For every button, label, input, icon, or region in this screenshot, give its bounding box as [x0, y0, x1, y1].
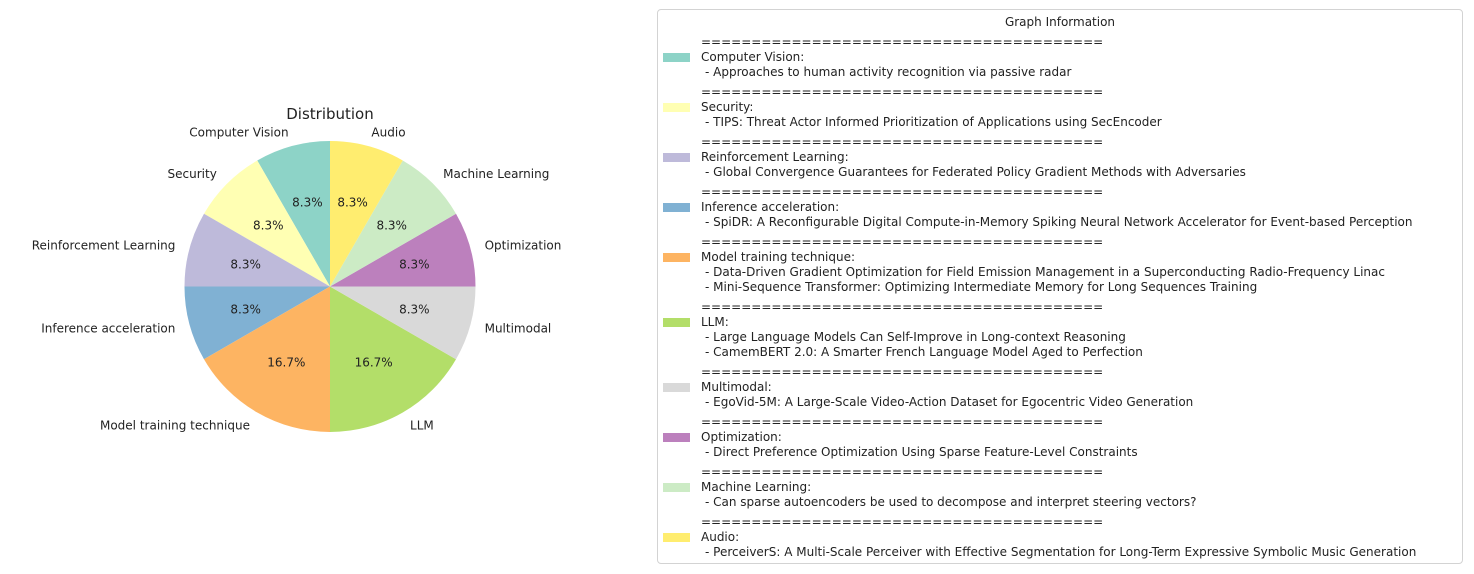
legend-paper-title: - PerceiverS: A Multi-Scale Perceiver wi… — [705, 545, 1417, 559]
slice-category-label: LLM — [410, 419, 434, 433]
legend-paper-title: - Direct Preference Optimization Using S… — [705, 445, 1138, 459]
pie-slice — [184, 213, 330, 287]
legend-swatch — [663, 318, 690, 327]
legend-separator: ======================================== — [701, 365, 1104, 379]
slice-percent-label: 16.7% — [355, 356, 393, 370]
slice-category-label: Machine Learning — [443, 167, 549, 181]
pie-percent-labels: 8.3% 8.3% 8.3% 8.3% 16.7% 16.7% 8.3% 8.3% 8.3% 8.… — [230, 196, 429, 370]
legend-swatch — [663, 53, 690, 62]
pie-slice — [257, 141, 330, 287]
legend-separator: ======================================== — [701, 85, 1104, 99]
slice-category-label: Model training technique — [100, 419, 250, 433]
slice-category-label: Inference acceleration — [41, 321, 175, 335]
legend-category: Multimodal: — [701, 380, 772, 394]
legend-category: Reinforcement Learning: — [701, 150, 849, 164]
legend: Graph Information ======================… — [657, 9, 1463, 564]
pie-slice — [330, 286, 476, 360]
legend-category: LLM: — [701, 315, 729, 329]
slice-percent-label: 8.3% — [399, 257, 430, 271]
legend-paper-title: - Can sparse autoencoders be used to dec… — [705, 495, 1197, 509]
slice-category-label: Security — [168, 167, 217, 181]
pie-category-labels: Computer Vision Security Reinforcement Lea… — [32, 125, 562, 432]
slice-category-label: Audio — [371, 125, 405, 139]
legend-category: Model training technique: — [701, 250, 856, 264]
legend-swatch — [663, 203, 690, 212]
pie-slice — [203, 286, 330, 432]
slice-percent-label: 16.7% — [267, 356, 305, 370]
slice-percent-label: 8.3% — [253, 218, 284, 232]
legend-paper-title: - Approaches to human activity recogniti… — [705, 65, 1072, 79]
slice-category-label: Computer Vision — [189, 125, 288, 139]
legend-separator: ======================================== — [701, 465, 1104, 479]
legend-swatch — [663, 383, 690, 392]
legend-paper-title: - SpiDR: A Reconfigurable Digital Comput… — [705, 215, 1413, 229]
pie-slice — [330, 141, 403, 287]
pie-slice — [330, 286, 457, 432]
slice-percent-label: 8.3% — [337, 196, 368, 210]
legend-swatch — [663, 483, 690, 492]
chart-title: Distribution — [286, 105, 374, 123]
pie-slice — [330, 213, 476, 287]
legend-paper-title: - CamemBERT 2.0: A Smarter French Langua… — [705, 345, 1143, 359]
legend-category: Optimization: — [701, 430, 782, 444]
slice-percent-label: 8.3% — [230, 303, 261, 317]
slice-category-label: Optimization — [485, 239, 562, 253]
legend-swatch — [663, 433, 690, 442]
slice-percent-label: 8.3% — [230, 257, 261, 271]
legend-paper-title: - Large Language Models Can Self-Improve… — [705, 330, 1126, 344]
legend-swatch — [663, 253, 690, 262]
legend-separator: ======================================== — [701, 135, 1104, 149]
pie-slice — [184, 286, 330, 360]
legend-separator: ======================================== — [701, 415, 1104, 429]
legend-category: Computer Vision: — [701, 50, 805, 64]
slice-percent-label: 8.3% — [399, 303, 430, 317]
legend-paper-title: - Data-Driven Gradient Optimization for … — [705, 265, 1385, 279]
pie-slice — [203, 160, 330, 287]
legend-paper-title: - EgoVid-5M: A Large-Scale Video-Action … — [705, 395, 1194, 409]
legend-category: Audio: — [701, 530, 740, 544]
legend-separator: ======================================== — [701, 300, 1104, 314]
legend-category: Security: — [701, 100, 754, 114]
legend-separator: ======================================== — [701, 185, 1104, 199]
legend-swatch — [663, 533, 690, 542]
legend-title: Graph Information — [1004, 15, 1116, 29]
legend-separator: ======================================== — [701, 235, 1104, 249]
legend-separator: ======================================== — [701, 515, 1104, 529]
pie-chart: Distribution 8.3%8.3%8.3%8.3%16.7% 16.7%8… — [32, 105, 562, 433]
legend-paper-title: - TIPS: Threat Actor Informed Prioritiza… — [705, 115, 1162, 129]
legend-swatch — [663, 103, 690, 112]
pie-slice — [330, 160, 457, 287]
legend-separator: ======================================== — [701, 35, 1104, 49]
pie-slices — [184, 141, 476, 432]
legend-category: Inference acceleration: — [701, 200, 840, 214]
legend-category: Machine Learning: — [701, 480, 812, 494]
legend-swatch — [663, 153, 690, 162]
slice-percent-label: 8.3% — [376, 218, 407, 232]
legend-paper-title: - Mini-Sequence Transformer: Optimizing … — [705, 280, 1258, 294]
slice-percent-label: 8.3% — [292, 196, 323, 210]
slice-category-label: Multimodal — [485, 321, 552, 335]
legend-paper-title: - Global Convergence Guarantees for Fede… — [705, 165, 1246, 179]
slice-category-label: Reinforcement Learning — [32, 239, 176, 253]
